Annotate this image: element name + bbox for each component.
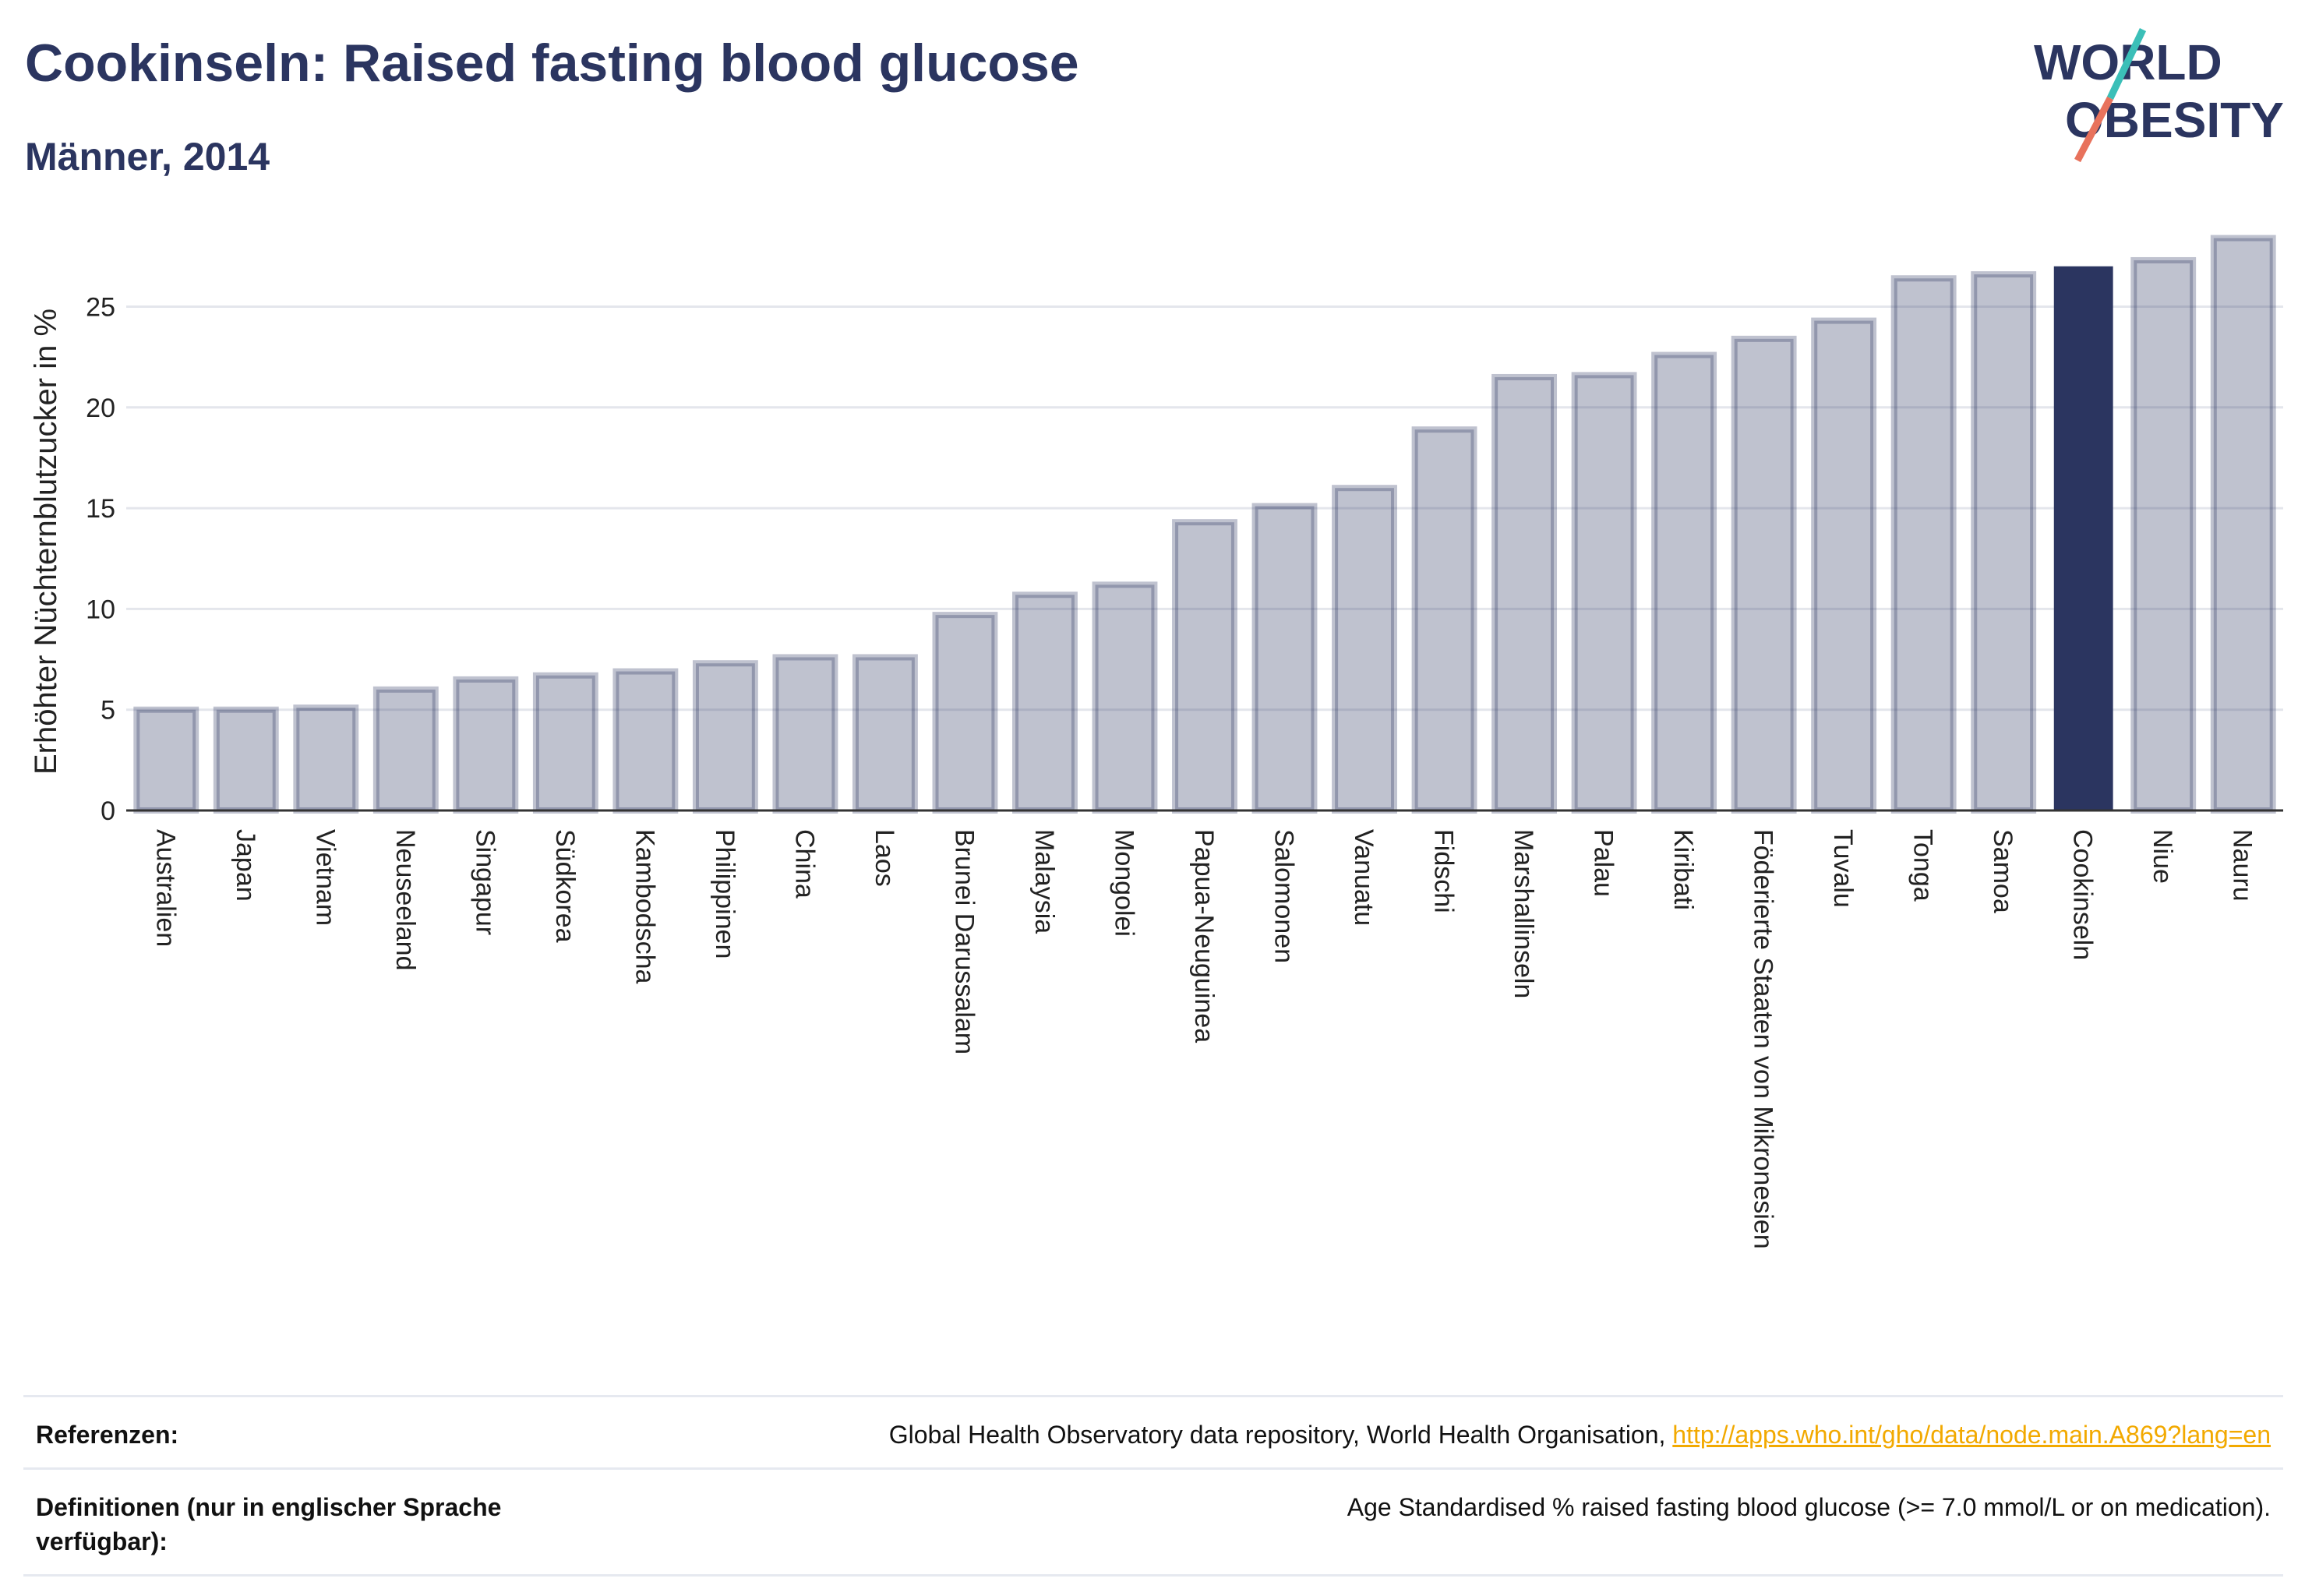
x-tick-label: Kiribati bbox=[1668, 829, 1698, 910]
definitions-label: Definitionen (nur in englischer Sprache … bbox=[36, 1493, 502, 1555]
y-tick-label: 5 bbox=[101, 696, 115, 726]
bar-salomonen[interactable] bbox=[1251, 503, 1318, 814]
y-tick-label: 20 bbox=[86, 394, 115, 423]
y-tick-label: 0 bbox=[101, 796, 115, 826]
bar-philippinen[interactable] bbox=[692, 660, 758, 814]
x-tick-label: Australien bbox=[150, 829, 180, 947]
bar-laos[interactable] bbox=[852, 654, 918, 814]
gridlines bbox=[126, 305, 2283, 711]
bar-japan[interactable] bbox=[213, 706, 279, 814]
x-tick-label: Niue bbox=[2148, 829, 2177, 884]
x-tick-label: Neuseeland bbox=[390, 829, 420, 970]
bar-australien[interactable] bbox=[133, 706, 199, 814]
references-value: Global Health Observatory data repositor… bbox=[889, 1418, 2271, 1452]
x-tick-label: Laos bbox=[870, 829, 899, 887]
bar-kambodscha[interactable] bbox=[612, 668, 679, 814]
x-tick-label: Föderierte Staaten von Mikronesien bbox=[1749, 829, 1778, 1249]
x-tick-label: Südkorea bbox=[550, 829, 580, 943]
bar-brunei-darussalam[interactable] bbox=[932, 612, 998, 814]
x-tick-label: Tonga bbox=[1908, 829, 1938, 902]
x-tick-label: Brunei Darussalam bbox=[949, 829, 979, 1054]
bar-marshallinseln[interactable] bbox=[1491, 373, 1558, 814]
references-label: Referenzen: bbox=[36, 1421, 179, 1449]
logo-slash-top bbox=[2106, 28, 2147, 100]
bars bbox=[133, 235, 2276, 814]
bar-chart: 0 5 10 15 20 25 Australien Japan Vietnam Neuseel… bbox=[29, 235, 2283, 1249]
bar-vietnam[interactable] bbox=[293, 704, 359, 814]
x-tick-label: Vietnam bbox=[310, 829, 340, 926]
y-axis-label: Erhöhter Nüchternblutzucker in % bbox=[29, 309, 63, 775]
x-tick-label: Singapur bbox=[470, 829, 499, 935]
reference-table: Referenzen: Global Health Observatory da… bbox=[23, 1395, 2283, 1577]
x-tick-label: Vanuatu bbox=[1349, 829, 1378, 926]
y-tick-label: 10 bbox=[86, 595, 115, 624]
bar-samoa[interactable] bbox=[1971, 271, 2037, 814]
references-link[interactable]: http://apps.who.int/gho/data/node.main.A… bbox=[1672, 1421, 2271, 1449]
bar-papua-neuguinea[interactable] bbox=[1172, 519, 1237, 814]
bar-tonga[interactable] bbox=[1890, 275, 1957, 814]
world-obesity-logo: WORLD OBESITY bbox=[2034, 28, 2284, 163]
x-tick-label: Marshallinseln bbox=[1509, 829, 1538, 998]
x-tick-label: Japan bbox=[231, 829, 260, 902]
x-tick-label: Palau bbox=[1589, 829, 1618, 897]
x-tick-label: Malaysia bbox=[1029, 829, 1059, 934]
bar-kiribati[interactable] bbox=[1651, 351, 1717, 814]
y-axis-ticks: 0 5 10 15 20 25 bbox=[86, 292, 115, 826]
bar-föderierte-staaten-von-mikronesien[interactable] bbox=[1731, 335, 1797, 814]
logo-slash-bottom bbox=[2074, 96, 2113, 163]
x-tick-label: Salomonen bbox=[1269, 829, 1299, 963]
bar-neuseeland[interactable] bbox=[372, 686, 439, 814]
bar-malaysia[interactable] bbox=[1012, 591, 1078, 814]
x-tick-label: China bbox=[789, 829, 819, 899]
references-row: Referenzen: Global Health Observatory da… bbox=[23, 1395, 2283, 1467]
bar-fidschi[interactable] bbox=[1411, 426, 1477, 814]
y-tick-label: 15 bbox=[86, 494, 115, 524]
x-tick-label: Philippinen bbox=[710, 829, 740, 959]
x-tick-label: Fidschi bbox=[1429, 829, 1459, 913]
x-tick-label: Cookinseln bbox=[2068, 829, 2098, 960]
x-tick-label: Samoa bbox=[1988, 829, 2017, 913]
x-axis-labels: Australien Japan Vietnam Neuseeland Singapur… bbox=[150, 829, 2257, 1249]
chart-title: Cookinseln: Raised fasting blood glucose bbox=[25, 34, 1079, 93]
definitions-value: Age Standardised % raised fasting blood … bbox=[1347, 1493, 2271, 1521]
bar-mongolei[interactable] bbox=[1092, 581, 1158, 814]
chart-subtitle: Männer, 2014 bbox=[25, 135, 270, 178]
x-tick-label: Nauru bbox=[2228, 829, 2257, 902]
bar-singapur[interactable] bbox=[453, 676, 519, 814]
bar-palau[interactable] bbox=[1571, 372, 1637, 814]
y-tick-label: 25 bbox=[86, 292, 115, 322]
bar-cookinseln[interactable] bbox=[2053, 266, 2113, 811]
bar-südkorea[interactable] bbox=[532, 672, 598, 814]
bar-china[interactable] bbox=[772, 654, 838, 814]
x-tick-label: Mongolei bbox=[1109, 829, 1138, 937]
definitions-row: Definitionen (nur in englischer Sprache … bbox=[23, 1467, 2283, 1577]
bar-niue[interactable] bbox=[2130, 256, 2197, 814]
x-tick-label: Tuvalu bbox=[1828, 829, 1858, 908]
bar-vanuatu[interactable] bbox=[1332, 485, 1397, 814]
bar-nauru[interactable] bbox=[2210, 235, 2276, 814]
bar-tuvalu[interactable] bbox=[1811, 317, 1877, 814]
x-tick-label: Papua-Neuguinea bbox=[1189, 829, 1219, 1043]
references-text: Global Health Observatory data repositor… bbox=[888, 1421, 1666, 1449]
x-tick-label: Kambodscha bbox=[630, 829, 659, 984]
